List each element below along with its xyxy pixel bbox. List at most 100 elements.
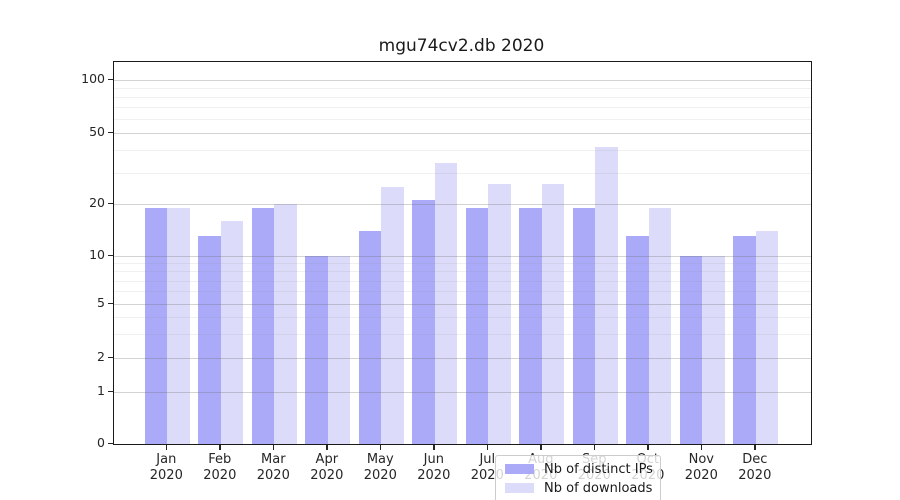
bar-distinct-ips-jul (465, 207, 489, 444)
gridline-minor-8 (114, 271, 811, 273)
x-tick-year: 2020 (310, 468, 344, 483)
y-tick-mark-2 (108, 356, 113, 358)
x-tick-mark-jul (486, 445, 489, 450)
chart-title: mgu74cv2.db 2020 (378, 36, 545, 56)
x-tick-label-dec: Dec 2020 (725, 452, 785, 484)
bar-distinct-ips-dec (733, 236, 756, 444)
x-tick-year: 2020 (417, 468, 451, 483)
x-tick-mark-sep (593, 445, 596, 450)
x-tick-year: 2020 (256, 468, 290, 483)
x-tick-month: Jul (479, 452, 496, 467)
x-tick-year: 2020 (149, 468, 183, 483)
x-tick-mark-jun (433, 445, 435, 450)
x-tick-month: Jun (423, 452, 444, 467)
bar-distinct-ips-mar (251, 207, 275, 444)
bar-downloads-nov (702, 256, 725, 444)
x-tick-month: May (366, 452, 394, 467)
x-tick-year: 2020 (684, 468, 718, 483)
bar-downloads-jul (488, 183, 511, 444)
bar-downloads-aug (541, 183, 565, 444)
plot-area: Nb of distinct IPs Nb of downloads (113, 61, 812, 500)
x-tick-mark-may (379, 445, 382, 450)
x-tick-label-may: May 2020 (350, 452, 410, 484)
y-tick-mark-1 (108, 390, 113, 392)
gridline-minor-90 (114, 88, 811, 90)
bar-downloads-dec (755, 230, 779, 444)
y-tick-label-100: 100 (81, 71, 105, 86)
x-tick-label-nov: Nov 2020 (671, 452, 731, 484)
bar-distinct-ips-jan (144, 207, 168, 444)
gridline-minor-3 (114, 334, 811, 336)
x-tick-month: Apr (315, 452, 339, 467)
gridline-minor-70 (114, 107, 811, 109)
y-tick-mark-5 (108, 302, 113, 304)
gridline-minor-7 (114, 280, 811, 282)
gridline-major-2 (114, 358, 811, 359)
x-tick-month: Jan (156, 452, 177, 467)
bar-downloads-oct (648, 207, 672, 444)
y-tick-mark-100 (108, 78, 113, 80)
x-tick-month: Mar (261, 452, 286, 467)
legend-swatch-distinct-ips (505, 464, 534, 474)
gridline-minor-30 (114, 172, 811, 174)
legend-label-downloads: Nb of downloads (544, 480, 653, 496)
x-tick-year: 2020 (738, 468, 772, 483)
x-tick-label-apr: Apr 2020 (297, 452, 357, 484)
bar-distinct-ips-apr (305, 256, 328, 444)
y-tick-label-50: 50 (89, 124, 105, 139)
y-tick-mark-0 (108, 442, 113, 444)
bar-downloads-jan (167, 207, 190, 444)
x-tick-mark-apr (326, 445, 328, 450)
bar-distinct-ips-feb (198, 236, 221, 444)
x-tick-mark-nov (700, 445, 703, 450)
y-tick-label-0: 0 (97, 435, 105, 450)
legend-swatch-downloads (505, 483, 534, 493)
x-tick-mark-mar (272, 445, 275, 450)
bar-downloads-apr (327, 256, 351, 444)
gridline-minor-4 (114, 317, 811, 319)
x-tick-label-mar: Mar 2020 (243, 452, 303, 484)
x-tick-month: Feb (208, 452, 232, 467)
y-tick-mark-10 (108, 254, 113, 256)
y-tick-label-5: 5 (97, 295, 105, 310)
x-tick-mark-dec (754, 445, 756, 450)
bar-distinct-ips-aug (519, 207, 542, 444)
x-tick-year: 2020 (363, 468, 397, 483)
y-tick-label-1: 1 (97, 383, 105, 398)
legend-row-distinct-ips: Nb of distinct IPs (496, 462, 660, 477)
y-tick-mark-50 (108, 131, 113, 133)
x-tick-month: Nov (688, 452, 714, 467)
bar-downloads-mar (274, 204, 297, 444)
bar-distinct-ips-may (358, 230, 382, 444)
y-tick-mark-20 (108, 202, 113, 204)
gridline-minor-6 (114, 291, 811, 293)
bar-downloads-may (381, 186, 404, 444)
x-tick-label-feb: Feb 2020 (190, 452, 250, 484)
x-tick-mark-oct (647, 445, 649, 450)
gridline-minor-60 (114, 119, 811, 121)
bar-distinct-ips-jun (412, 200, 435, 444)
x-tick-mark-feb (219, 445, 221, 450)
y-tick-label-2: 2 (97, 349, 105, 364)
y-tick-label-20: 20 (89, 195, 105, 210)
x-tick-label-jun: Jun 2020 (404, 452, 464, 484)
gridline-major-100 (114, 80, 811, 81)
gridline-minor-9 (114, 263, 811, 265)
gridline-major-1 (114, 392, 811, 393)
legend-label-distinct-ips: Nb of distinct IPs (544, 461, 653, 477)
gridline-major-50 (114, 133, 811, 134)
bar-downloads-sep (595, 146, 618, 444)
x-tick-month: Dec (742, 452, 768, 467)
x-tick-mark-aug (540, 445, 542, 450)
bar-distinct-ips-oct (626, 236, 649, 444)
x-tick-label-jan: Jan 2020 (136, 452, 196, 484)
gridline-major-20 (114, 204, 811, 205)
gridline-major-5 (114, 304, 811, 305)
gridline-major-10 (114, 256, 811, 257)
gridline-minor-80 (114, 97, 811, 99)
y-tick-label-10: 10 (89, 247, 105, 262)
legend-row-downloads: Nb of downloads (496, 481, 660, 496)
gridline-minor-40 (114, 150, 811, 152)
x-tick-year: 2020 (203, 468, 237, 483)
